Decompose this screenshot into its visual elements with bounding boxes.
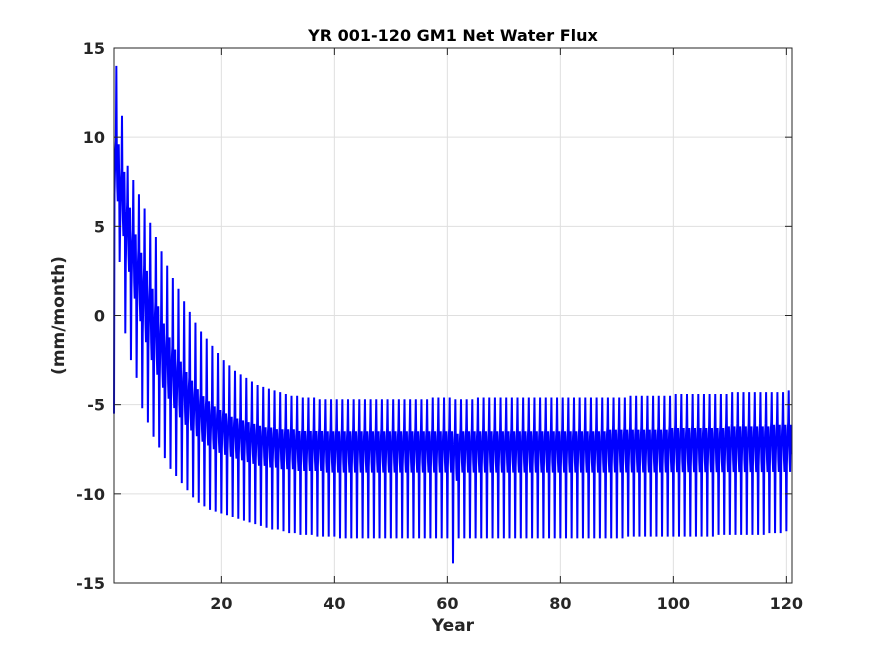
x-tick-label: 40 xyxy=(323,594,345,613)
axis-ticks: 20 40 60 80 100 120 15 10 5 0 -5 -10 -15 xyxy=(76,39,803,613)
y-tick-label: -5 xyxy=(87,396,105,415)
y-tick-label: 15 xyxy=(83,39,105,58)
y-axis-label: (mm/month) xyxy=(49,256,69,375)
x-tick-label: 100 xyxy=(657,594,690,613)
x-tick-label: 20 xyxy=(210,594,232,613)
y-tick-label: -15 xyxy=(76,574,105,593)
y-tick-label: 0 xyxy=(94,307,105,326)
x-axis-label: Year xyxy=(431,616,475,636)
y-tick-label: 10 xyxy=(83,128,105,147)
y-tick-label: -10 xyxy=(76,485,105,504)
y-tick-label: 5 xyxy=(94,217,105,236)
chart-title: YR 001-120 GM1 Net Water Flux xyxy=(307,26,598,45)
net-water-flux-line xyxy=(113,65,793,564)
x-tick-label: 120 xyxy=(770,594,803,613)
data-series xyxy=(113,65,793,564)
x-tick-label: 80 xyxy=(549,594,571,613)
x-tick-label: 60 xyxy=(436,594,458,613)
